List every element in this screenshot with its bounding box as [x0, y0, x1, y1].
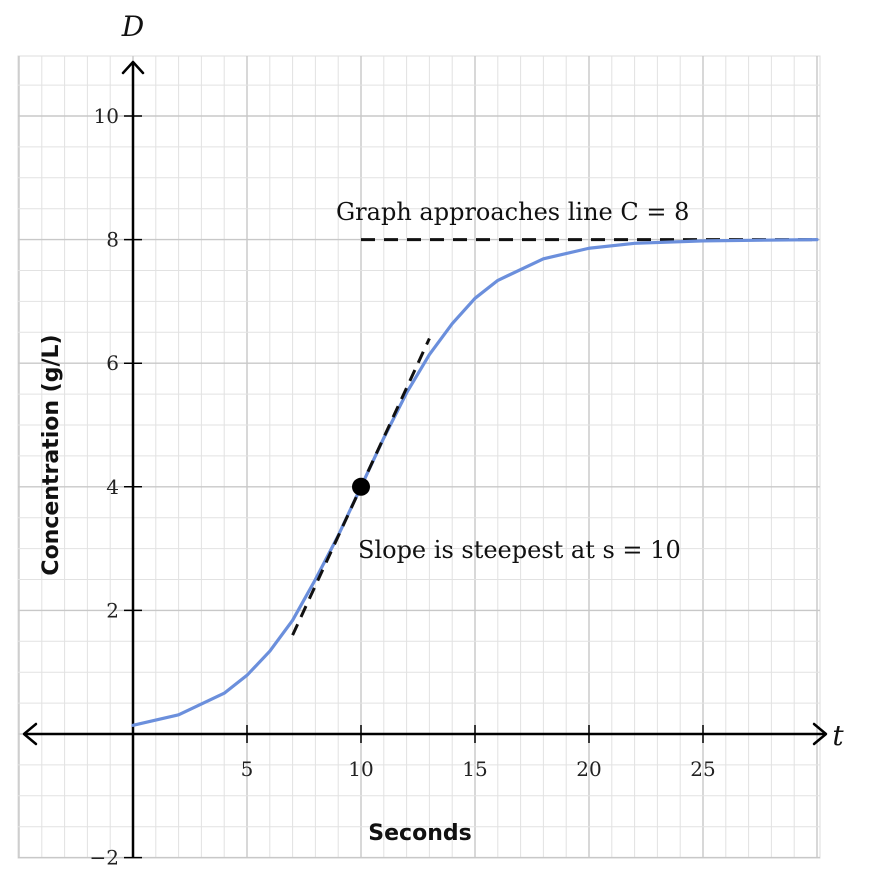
y-tick-label: 6: [106, 351, 119, 375]
slope-annotation: Slope is steepest at s = 10: [358, 536, 681, 564]
x-tick-label: 15: [462, 757, 487, 781]
y-axis-up-arrow: [121, 60, 145, 75]
x-tick-label: 25: [690, 757, 715, 781]
x-axis-right-arrow: [812, 722, 828, 746]
y-variable-label: D: [121, 10, 144, 43]
y-tick-label: 10: [94, 104, 119, 128]
y-axis-title: Concentration (g/L): [39, 334, 64, 575]
x-tick-label: 5: [241, 757, 254, 781]
y-tick-label: −2: [90, 846, 119, 870]
y-tick-label: 8: [106, 228, 119, 252]
x-tick-label: 20: [576, 757, 601, 781]
grid-layer: [17, 55, 821, 859]
x-variable-label: t: [832, 719, 844, 752]
inflection-point-marker: [352, 477, 370, 496]
x-axis-title: Seconds: [368, 821, 471, 846]
x-axis-left-arrow: [22, 722, 38, 746]
y-tick-label: 4: [106, 475, 119, 499]
grid-background: [17, 55, 821, 859]
label-layer: D t Seconds Concentration (g/L) Graph ap…: [39, 10, 844, 870]
x-tick-label: 10: [348, 757, 373, 781]
asymptote-annotation: Graph approaches line C = 8: [336, 198, 689, 226]
marker-layer: [291, 337, 431, 636]
y-tick-label: 2: [106, 598, 119, 622]
